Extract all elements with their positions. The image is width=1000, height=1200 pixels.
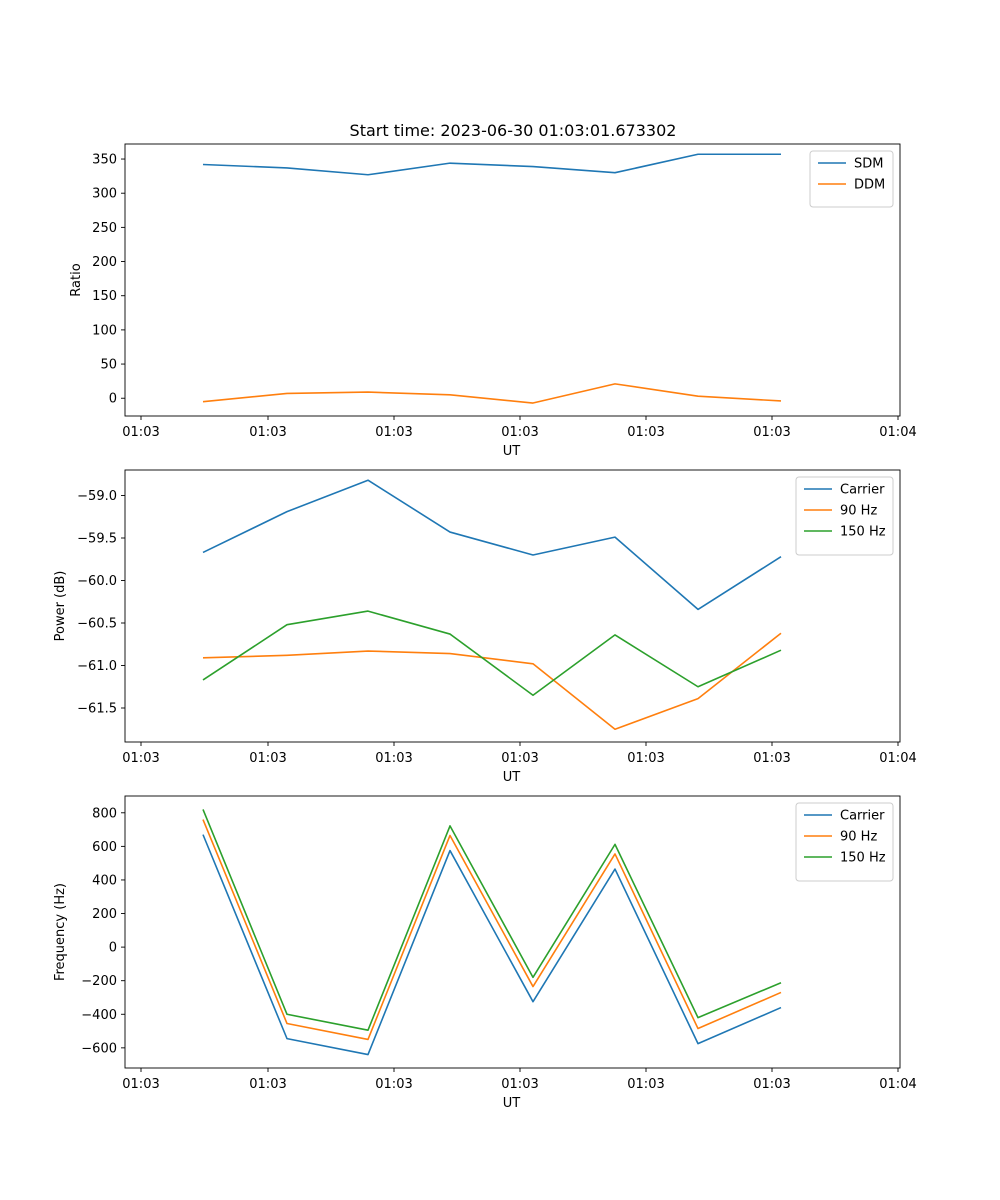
series-line-sdm [202,153,781,176]
x-tick-label: 01:03 [122,425,159,440]
x-tick-label: 01:04 [879,425,916,440]
y-axis-label: Frequency (Hz) [53,883,68,981]
x-tick-label: 01:03 [753,1077,790,1092]
legend-label: Carrier [840,483,885,498]
y-tick-label: −60.5 [77,617,117,632]
series-line-90-hz [202,819,782,1041]
x-tick-label: 01:03 [501,1077,538,1092]
legend: SDM DDM [809,150,894,208]
legend-box [795,802,894,882]
x-tick-label: 01:03 [249,425,286,440]
legend: Carrier 90 Hz 150 Hz [795,802,894,882]
y-tick-label: −600 [81,1041,117,1056]
y-axis-label: Ratio [69,263,84,296]
y-tick-label: 150 [92,289,117,304]
x-tick-label: 01:03 [627,751,664,766]
y-tick-label: −61.5 [77,702,117,717]
y-tick-label: 350 [92,153,117,168]
y-tick-label: 600 [92,840,117,855]
y-tick-label: 50 [100,358,117,373]
y-tick-label: 400 [92,873,117,888]
y-tick-label: −60.0 [77,574,117,589]
y-tick-label: −200 [81,974,117,989]
y-tick-label: 250 [92,221,117,236]
legend-label: Carrier [840,809,885,824]
x-tick-label: 01:03 [375,1077,412,1092]
x-tick-label: 01:03 [375,425,412,440]
x-axis-label: UT [503,770,521,785]
x-tick-label: 01:03 [753,425,790,440]
legend-label: DDM [854,178,885,193]
x-tick-label: 01:03 [122,751,159,766]
series-line-carrier [202,479,782,611]
legend-label: SDM [854,157,883,172]
y-tick-label: −61.0 [77,659,117,674]
legend-box [809,150,894,208]
x-tick-label: 01:03 [249,1077,286,1092]
chart-panel-3: 01:03 01:03 01:03 01:03 01:03 01:03 01:04 −600 −… [53,795,917,1111]
x-axis-label: UT [503,444,521,459]
series-line-90-hz [202,632,782,731]
x-tick-label: 01:03 [627,425,664,440]
x-tick-label: 01:03 [627,1077,664,1092]
series-line-carrier [202,834,782,1056]
y-axis-label: Power (dB) [53,571,68,642]
x-axis-label: UT [503,1096,521,1111]
legend-label: 150 Hz [840,851,886,866]
legend: Carrier 90 Hz 150 Hz [795,476,894,556]
y-tick-label: 300 [92,187,117,202]
chart-panel-2: 01:03 01:03 01:03 01:03 01:03 01:03 01:04 −61.5… [53,469,917,785]
y-tick-label: −59.5 [77,532,117,547]
y-tick-label: −400 [81,1008,117,1023]
y-tick-label: 0 [109,392,117,407]
x-tick-label: 01:03 [375,751,412,766]
plot-frame [124,469,901,743]
x-tick-label: 01:04 [879,1077,916,1092]
x-tick-label: 01:03 [753,751,790,766]
series-line-150-hz [202,809,782,1032]
x-tick-label: 01:03 [249,751,286,766]
x-tick-label: 01:04 [879,751,916,766]
y-tick-label: 0 [109,941,117,956]
series-line-ddm [202,383,782,404]
chart-title: Start time: 2023-06-30 01:03:01.673302 [350,121,677,140]
x-tick-label: 01:03 [501,751,538,766]
series-line-150-hz [202,610,782,697]
chart-panel-1: 01:03 01:03 01:03 01:03 01:03 01:03 01:04 0 50 10… [69,143,917,459]
legend-label: 90 Hz [840,504,877,519]
legend-label: 150 Hz [840,525,886,540]
y-tick-label: 200 [92,255,117,270]
plot-frame [124,143,901,417]
x-tick-label: 01:03 [501,425,538,440]
y-tick-label: 100 [92,323,117,338]
y-tick-label: 200 [92,907,117,922]
legend-box [795,476,894,556]
plot-frame [124,795,901,1069]
y-tick-label: −59.0 [77,489,117,504]
y-tick-label: 800 [92,806,117,821]
legend-label: 90 Hz [840,830,877,845]
x-tick-label: 01:03 [122,1077,159,1092]
